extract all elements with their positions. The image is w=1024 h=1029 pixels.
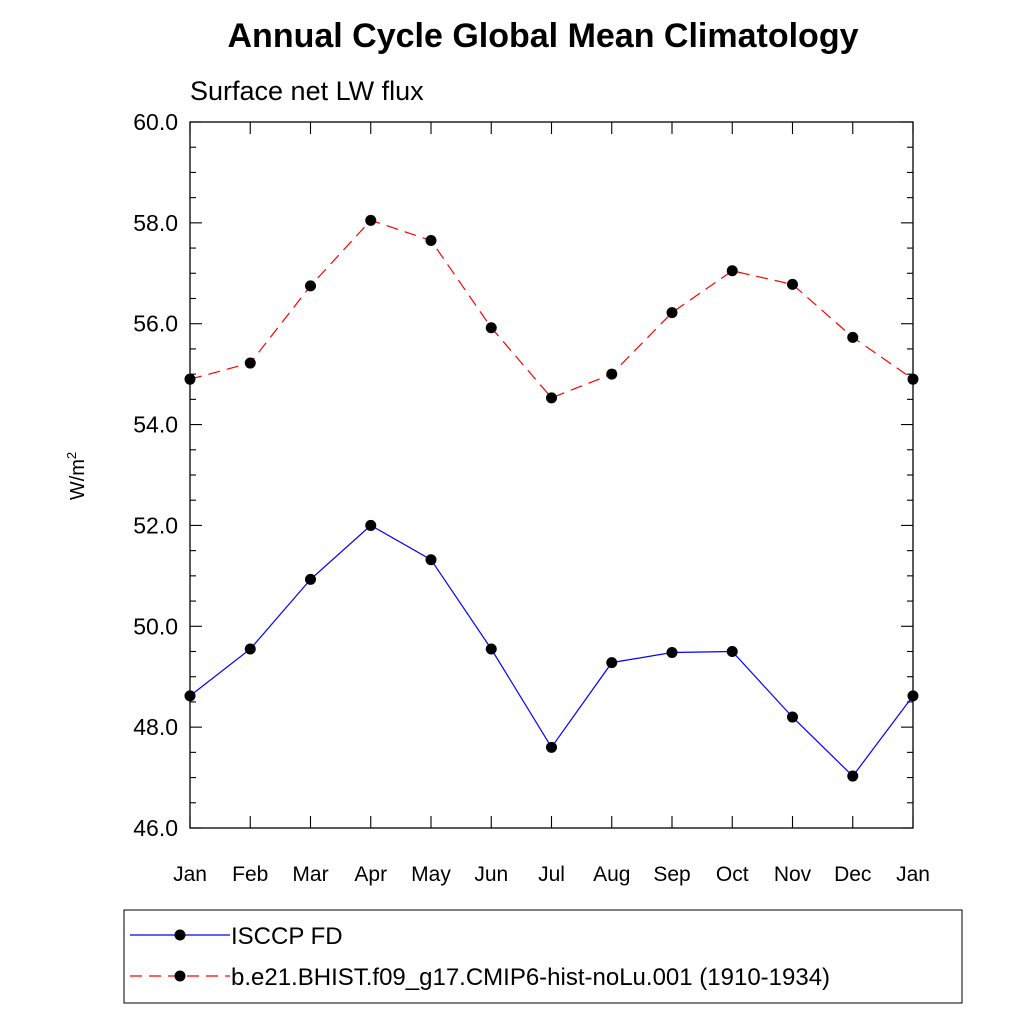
y-axis-label-unit: W/m <box>67 459 89 500</box>
series-0-point <box>847 770 859 782</box>
x-tick-label: Sep <box>653 863 690 886</box>
series-0-point <box>666 647 678 659</box>
x-tick-label: Jul <box>538 863 565 886</box>
y-tick-label: 56.0 <box>133 311 178 337</box>
series-0-point <box>726 646 738 657</box>
series-1-point <box>787 278 798 290</box>
x-tick-label: Jan <box>173 863 207 886</box>
series-0-point <box>305 573 316 585</box>
series-1-point <box>184 373 196 385</box>
y-tick-label: 52.0 <box>133 512 178 538</box>
y-tick-label: 50.0 <box>133 613 178 639</box>
x-tick-label: Mar <box>292 863 328 886</box>
legend-box <box>123 909 963 1004</box>
y-tick-label: 54.0 <box>133 412 178 438</box>
series-1-point <box>485 322 497 334</box>
series-1-point <box>606 368 618 380</box>
x-tick-label: Oct <box>716 863 749 886</box>
series-0-point <box>365 519 377 531</box>
series-layer <box>184 214 919 782</box>
series-0-point <box>546 741 557 753</box>
x-tick-label: Apr <box>354 863 387 886</box>
y-axis-label: W/m2 <box>64 452 89 500</box>
legend-label-0: ISCCP FD <box>231 923 343 950</box>
plot-frame <box>189 121 914 829</box>
series-1-point <box>425 235 437 247</box>
series-1-point <box>907 373 919 385</box>
chart-subtitle: Surface net LW flux <box>190 76 424 106</box>
legend-marker-0 <box>174 929 186 941</box>
y-tick-label: 48.0 <box>133 714 178 740</box>
y-tick-label: 46.0 <box>133 815 178 841</box>
y-tick-label: 60.0 <box>133 109 178 135</box>
x-tick-label: May <box>411 863 451 886</box>
series-0-point <box>485 643 497 655</box>
series-line-1 <box>189 219 914 399</box>
series-1-point <box>305 280 316 292</box>
y-tick-label: 58.0 <box>133 210 178 236</box>
legend-marker-1 <box>174 970 186 982</box>
series-0-point <box>244 643 256 655</box>
x-tick-label: Dec <box>834 863 871 886</box>
x-tick-label: Jan <box>896 863 930 886</box>
y-axis-label-exponent: 2 <box>64 452 79 459</box>
series-0-point <box>907 690 919 702</box>
series-line-0 <box>189 524 914 778</box>
axes: 46.0 48.0 50.0 52.0 54.0 56.0 58.0 60.0 Jan Feb Ma… <box>64 109 930 886</box>
series-1-point <box>847 331 859 343</box>
legend: ISCCP FD b.e21.BHIST.f09_g17.CMIP6-hist-n… <box>123 909 963 1004</box>
x-tick-label: Feb <box>232 863 268 886</box>
legend-label-1: b.e21.BHIST.f09_g17.CMIP6-hist-noLu.001 … <box>231 964 830 991</box>
series-0-point <box>184 690 196 702</box>
series-1-point <box>726 265 738 277</box>
series-0-point <box>606 657 618 669</box>
chart-title: Annual Cycle Global Mean Climatology <box>228 17 859 55</box>
series-0-point <box>425 554 437 566</box>
series-1-point <box>546 392 557 404</box>
series-0-point <box>787 711 798 723</box>
series-1-point <box>666 307 678 319</box>
x-tick-label: Nov <box>774 863 812 886</box>
series-1-point <box>365 214 377 226</box>
x-tick-label: Jun <box>474 863 508 886</box>
series-1-point <box>244 357 256 369</box>
x-tick-label: Aug <box>593 863 630 886</box>
